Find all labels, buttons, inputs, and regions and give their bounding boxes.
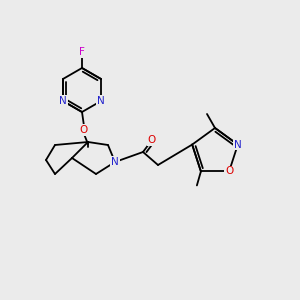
Text: N: N bbox=[97, 96, 105, 106]
Text: N: N bbox=[234, 140, 242, 150]
Text: N: N bbox=[111, 157, 119, 167]
Text: O: O bbox=[225, 167, 233, 176]
Text: O: O bbox=[80, 125, 88, 135]
Text: N: N bbox=[59, 96, 67, 106]
Text: F: F bbox=[79, 47, 85, 57]
Text: O: O bbox=[148, 135, 156, 145]
